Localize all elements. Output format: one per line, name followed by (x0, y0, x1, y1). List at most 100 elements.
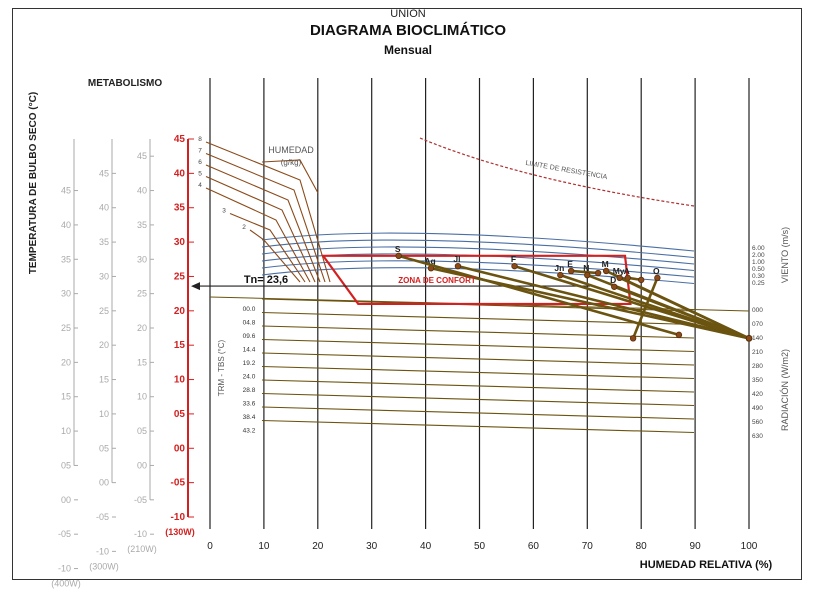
month-label-O: O (653, 266, 660, 276)
y-tick-label: 40 (99, 203, 109, 213)
month-label-My: My (613, 266, 625, 276)
chart-frame (12, 8, 802, 580)
x-tick-label: 60 (528, 541, 540, 552)
humidity-lines: 8 7 6 5 4 3 2 (198, 136, 331, 283)
x-tick-label: 70 (582, 541, 594, 552)
trm-tick-label: 43.2 (243, 428, 256, 435)
y-tick-label: 35 (99, 237, 109, 247)
month-point-Jl (454, 262, 462, 270)
month-line-Jl (457, 264, 750, 340)
radiation-tick-label: 560 (752, 419, 763, 426)
radiation-tick-label: 210 (752, 349, 763, 356)
y-tick-label: -10 (134, 529, 147, 539)
month-point-D (611, 283, 618, 290)
y-tick-label: 15 (61, 392, 71, 402)
y-tick-label: 30 (174, 237, 186, 248)
trm-label: TRM - TBS (°C) (217, 339, 226, 396)
site-title: UNION (390, 8, 426, 20)
y-tick-label: 05 (61, 460, 71, 470)
y-tick-label: 15 (99, 375, 109, 385)
y-tick-label: 00 (137, 460, 147, 470)
wind-label: VIENTO (m/s) (780, 227, 790, 283)
y-tick-label: 45 (99, 168, 109, 178)
trm-tick-label: 09.6 (243, 333, 256, 340)
month-point-My (616, 274, 623, 282)
y-tick-label: 35 (61, 254, 71, 264)
trm-tick-label: 24.0 (243, 374, 256, 381)
month-label-A: A (624, 266, 630, 276)
metabolism-axis-label: (130W) (165, 527, 195, 537)
y-tick-label: -05 (171, 478, 186, 489)
wind-tick-label: 6.00 (752, 245, 765, 252)
month-label-M: M (602, 259, 609, 269)
month-line-D (613, 285, 750, 340)
y-tick-label: 25 (99, 306, 109, 316)
title-block: UNION DIAGRAMA BIOCLIMÁTICO Mensual (0, 8, 816, 57)
y-tick-label: -05 (96, 512, 109, 522)
y-tick-label: 25 (61, 323, 71, 333)
trm-line (261, 392, 695, 407)
trm-tick-label: 19.2 (243, 360, 256, 367)
humidity-line (205, 152, 326, 283)
trm-line (261, 379, 695, 393)
y-tick-label: 05 (174, 409, 186, 420)
month-point-F (511, 262, 518, 270)
y-tick-label: 00 (174, 443, 186, 454)
trm-line (261, 406, 695, 420)
trm-tick-label: 38.4 (243, 414, 256, 421)
wind-tick-label: 0.25 (752, 280, 765, 287)
y-tick-label: 10 (174, 375, 186, 386)
y-tick-label: 15 (174, 340, 186, 351)
axes: 0 10 20 30 40 50 60 70 80 90 100454035302520151005… (51, 134, 758, 589)
humidity-tick-label: 4 (198, 182, 202, 189)
chart-subtitle: Mensual (383, 43, 432, 57)
x-tick-label: 20 (312, 541, 324, 552)
y-tick-label: 20 (61, 357, 71, 367)
month-label-Jl: Jl (453, 254, 460, 264)
y-tick-label: -10 (96, 546, 109, 556)
x-tick-label: 10 (258, 541, 270, 552)
month-series: E F M AMy Jn Jl Ag S O N D (395, 244, 753, 342)
y-tick-label: 00 (61, 495, 71, 505)
trm-tick-label: 00.0 (243, 306, 256, 313)
month-line-E (571, 269, 599, 275)
metabolism-axis-label: (400W) (51, 579, 81, 589)
x-axis-title: HUMEDAD RELATIVA (%) (640, 559, 773, 571)
humidity-tick-label: 8 (198, 136, 202, 143)
month-label-D: D (610, 275, 616, 285)
y-tick-label: 10 (137, 392, 147, 402)
y-tick-label: 40 (61, 220, 71, 230)
radiation-tick-label: 420 (752, 391, 763, 398)
wind-curve (261, 246, 695, 265)
x-tick-label: 30 (366, 541, 378, 552)
wind-curve (261, 253, 695, 272)
humidity-unit-label: (g/kg) (281, 158, 302, 167)
wind-tick-label: 0.50 (752, 266, 765, 273)
radiation-tick-label: 140 (752, 335, 763, 342)
humidity-label: HUMEDAD (268, 145, 314, 155)
wind-tick-label: 1.00 (752, 259, 765, 266)
temp-axis-label: TEMPERATURA DE BULBO SECO (°C) (28, 92, 39, 274)
trm-line (261, 419, 695, 434)
month-label-Jn: Jn (554, 263, 564, 273)
x-tick-label: 90 (690, 541, 702, 552)
radiation-tick-label: 070 (752, 321, 763, 328)
month-point-O (629, 335, 637, 342)
y-tick-label: 20 (99, 340, 109, 350)
radiation-label: RADIACIÓN (W/m2) (780, 349, 790, 431)
humidity-line (249, 229, 301, 283)
radiation-tick-label: 630 (752, 433, 763, 440)
month-label-E: E (567, 259, 573, 269)
y-tick-label: 45 (174, 134, 186, 145)
humidity-line (205, 141, 331, 283)
y-tick-label: -10 (58, 564, 71, 574)
radiation-tick-label: 280 (752, 363, 763, 370)
trm-tick-label: 33.6 (243, 401, 256, 408)
month-point-E (567, 267, 575, 275)
y-tick-label: 20 (174, 306, 186, 317)
y-tick-label: 35 (174, 203, 186, 214)
y-tick-label: -05 (58, 529, 71, 539)
y-tick-label: -10 (171, 512, 186, 523)
x-tick-label: 50 (474, 541, 486, 552)
wind-curve (261, 239, 695, 259)
